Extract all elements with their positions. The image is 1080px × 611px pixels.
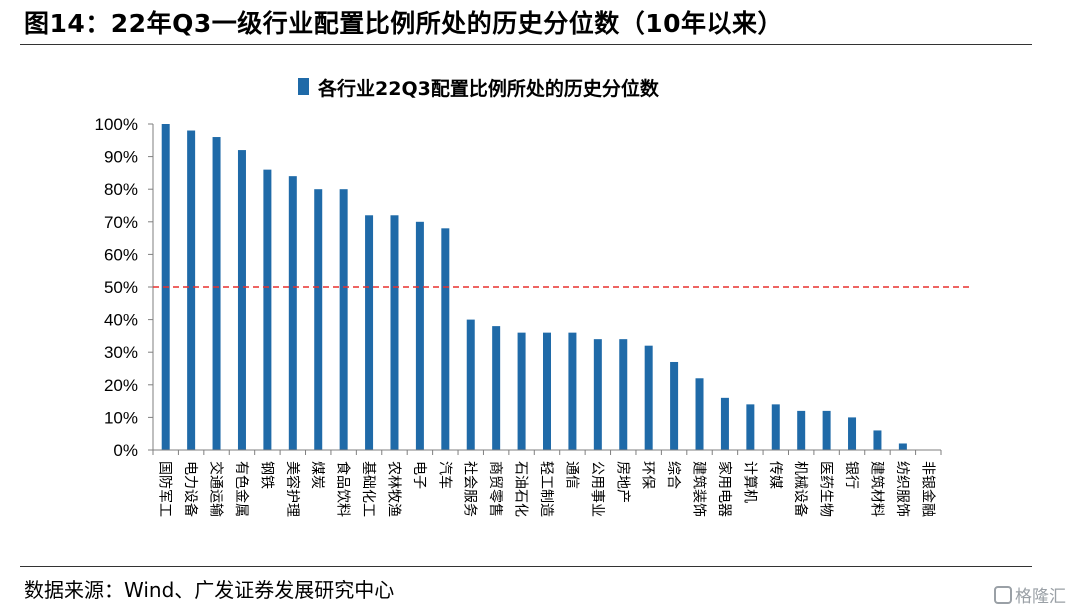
bar [720, 397, 729, 450]
x-tick-label: 非银金融 [919, 461, 935, 517]
watermark-logo-icon [994, 586, 1012, 604]
bar-chart: 各行业22Q3配置比例所处的历史分位数 0% 10% 20% 30% 40% 50% 60%… [95, 77, 971, 517]
x-tick-label: 银行 [843, 461, 859, 489]
x-tick-label: 农林牧渔 [385, 461, 401, 517]
bar [644, 345, 653, 450]
x-tick-label: 医药生物 [818, 461, 834, 517]
bar [187, 130, 196, 450]
bar [365, 215, 374, 450]
bar [390, 215, 399, 450]
x-tick-label: 石油石化 [513, 461, 529, 517]
bar [873, 430, 882, 450]
x-tick-label: 传媒 [767, 461, 783, 489]
chart-legend: 各行业22Q3配置比例所处的历史分位数 [298, 77, 660, 100]
x-tick-label: 电子 [411, 461, 427, 489]
bar [339, 189, 348, 450]
bar [797, 410, 806, 450]
x-tick-label: 交通运输 [208, 461, 225, 517]
x-tick-label: 国防军工 [157, 461, 173, 517]
bar [848, 417, 857, 450]
x-tick-label: 电力设备 [182, 461, 199, 517]
watermark-text: 格隆汇 [1015, 587, 1066, 607]
bar [771, 404, 780, 450]
y-tick-label: 60% [104, 245, 138, 264]
x-tick-label: 公用事业 [589, 461, 605, 517]
top-divider [20, 44, 1032, 45]
bar [288, 176, 297, 450]
y-tick-label: 20% [104, 376, 138, 395]
y-tick-label: 40% [104, 311, 138, 330]
x-tick-label: 汽车 [436, 461, 453, 489]
bar [466, 319, 475, 450]
x-tick-label: 环保 [640, 461, 656, 489]
bar [593, 339, 602, 450]
y-tick-label: 10% [104, 408, 138, 427]
bar [746, 404, 755, 450]
y-tick-label: 70% [104, 213, 138, 232]
legend-swatch [298, 78, 309, 95]
x-tick-label: 家用电器 [716, 461, 733, 517]
bar [822, 410, 831, 450]
bottom-divider [20, 566, 1032, 567]
x-tick-label: 煤炭 [309, 461, 325, 489]
y-tick-label: 100% [95, 115, 138, 134]
source-note: 数据来源：Wind、广发证券发展研究中心 [24, 578, 395, 602]
y-tick-label: 30% [104, 343, 138, 362]
x-tick-label: 商贸零售 [487, 461, 503, 517]
bar [543, 332, 551, 450]
bar [263, 169, 272, 450]
y-tick-label: 90% [104, 148, 138, 167]
y-axis: 0% 10% 20% 30% 40% 50% 60% 70% 80% 90% 100% [95, 115, 154, 460]
x-tick-label: 社会服务 [462, 461, 478, 517]
x-tick-label: 建筑材料 [868, 461, 884, 517]
watermark: 格隆汇 [994, 582, 1066, 607]
x-tick-label: 房地产 [614, 461, 630, 503]
x-tick-label: 食品饮料 [335, 461, 352, 517]
figure-title: 图14：22年Q3一级行业配置比例所处的历史分位数（10年以来） [24, 9, 784, 38]
legend-label: 各行业22Q3配置比例所处的历史分位数 [317, 77, 660, 100]
y-tick-label: 80% [104, 180, 138, 199]
bar [492, 326, 501, 450]
x-tick-label: 建筑装饰 [691, 461, 707, 517]
x-tick-label: 钢铁 [258, 461, 274, 489]
bar [314, 189, 323, 450]
bar [898, 443, 907, 450]
bar [619, 339, 628, 450]
y-tick-label: 50% [104, 278, 138, 297]
bar [568, 332, 577, 450]
x-tick-label: 机械设备 [792, 461, 809, 517]
bars [161, 124, 907, 451]
bar [237, 150, 246, 450]
x-tick-label: 有色金属 [233, 461, 250, 517]
x-tick-label: 综合 [665, 461, 681, 489]
y-tick-label: 0% [113, 441, 138, 460]
x-axis: 国防军工 电力设备 交通运输 有色金属 钢铁 美容护理 煤炭 食品饮料 基础化工 农林牧渔 电子 汽车… [152, 449, 942, 517]
bar [441, 228, 450, 450]
x-tick-label: 美容护理 [284, 461, 301, 517]
x-tick-label: 计算机 [741, 461, 757, 503]
x-tick-label: 通信 [563, 461, 579, 489]
bar [517, 332, 526, 450]
bar [212, 137, 221, 451]
x-tick-label: 轻工制造 [538, 461, 554, 517]
bar [695, 378, 704, 450]
bar [670, 361, 679, 450]
x-tick-label: 基础化工 [360, 461, 377, 517]
x-tick-label: 纺织服饰 [894, 461, 910, 517]
bar [415, 221, 424, 450]
